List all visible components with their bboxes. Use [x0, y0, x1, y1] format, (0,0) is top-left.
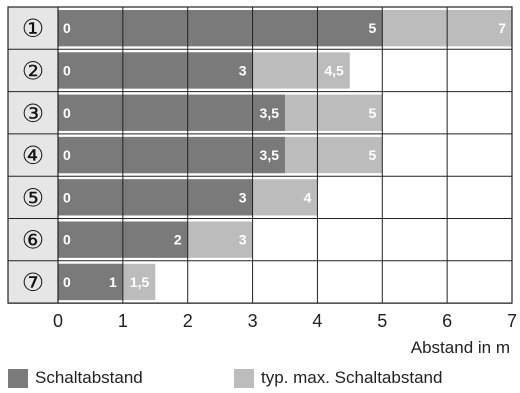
category-column-background [8, 7, 58, 304]
x-tick-label: 3 [248, 311, 258, 331]
bar-label-schaltabstand: 3,5 [260, 105, 280, 121]
bar-label-max-schaltabstand: 4,5 [324, 62, 344, 78]
legend-label-schaltabstand: Schaltabstand [35, 368, 143, 387]
bar-label-schaltabstand: 1 [109, 274, 117, 290]
bar-label-schaltabstand: 3 [239, 62, 247, 78]
bar-label-max-schaltabstand: 5 [368, 105, 376, 121]
bar-label-start: 0 [63, 20, 71, 36]
bar-label-schaltabstand: 5 [368, 20, 376, 36]
bar-label-schaltabstand: 3 [239, 189, 247, 205]
plot-border [7, 6, 513, 304]
legend-label-max-schaltabstand: typ. max. Schaltabstand [261, 368, 443, 387]
x-tick-label: 5 [377, 311, 387, 331]
x-tick-label: 6 [442, 311, 452, 331]
bar-label-max-schaltabstand: 1,5 [130, 274, 150, 290]
category-label: ① [22, 15, 44, 43]
bar-schaltabstand [58, 52, 253, 89]
bar-label-start: 0 [63, 232, 71, 248]
legend-item-schaltabstand: Schaltabstand [8, 368, 143, 388]
x-tick-label: 7 [507, 311, 517, 331]
bar-label-start: 0 [63, 189, 71, 205]
legend-item-max-schaltabstand: typ. max. Schaltabstand [234, 368, 442, 388]
category-label: ② [22, 57, 44, 85]
category-label: ⑥ [22, 227, 44, 255]
x-tick-label: 2 [183, 311, 193, 331]
x-tick-label: 0 [53, 311, 63, 331]
bar-label-start: 0 [63, 274, 71, 290]
x-axis-title: Abstand in m [411, 338, 510, 357]
legend: Schaltabstand typ. max. Schaltabstand [8, 368, 518, 390]
x-tick-label: 1 [118, 311, 128, 331]
legend-swatch-schaltabstand [8, 368, 28, 388]
bar-schaltabstand [58, 94, 285, 131]
bar-schaltabstand [58, 136, 285, 174]
bar-label-max-schaltabstand: 3 [239, 232, 247, 248]
category-label: ⑤ [22, 184, 44, 212]
bar-label-schaltabstand: 3,5 [260, 147, 280, 163]
bar-schaltabstand [58, 179, 253, 216]
bar-schaltabstand [58, 263, 123, 301]
bar-label-max-schaltabstand: 4 [304, 189, 312, 205]
x-tick-label: 4 [312, 311, 322, 331]
bar-label-schaltabstand: 2 [174, 232, 182, 248]
category-label: ④ [22, 142, 44, 170]
bar-label-max-schaltabstand: 7 [498, 20, 506, 36]
category-label: ⑦ [22, 269, 44, 297]
bar-chart: 0 5 7①0 3 4,5②0 3,5 5③0 3,5 5④0 3 4⑤0 2 3⑥0 1 1,5⑦0 1 2 3… [7, 6, 517, 357]
bar-schaltabstand [58, 10, 383, 47]
bar-label-start: 0 [63, 105, 71, 121]
legend-swatch-max-schaltabstand [234, 368, 254, 388]
bar-label-start: 0 [63, 62, 71, 78]
category-label: ③ [22, 100, 44, 128]
bar-label-start: 0 [63, 147, 71, 163]
bar-label-max-schaltabstand: 5 [368, 147, 376, 163]
